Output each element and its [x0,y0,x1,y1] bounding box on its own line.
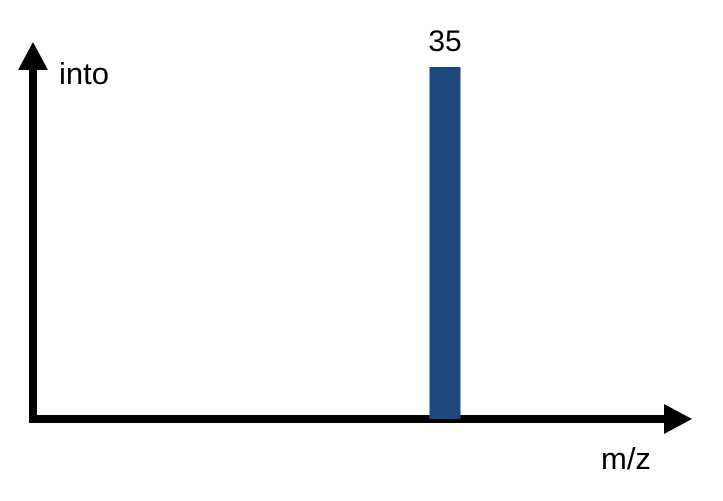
bar-data-label: 35 [428,25,461,58]
plot-area: 35 [18,25,692,434]
bars-group [429,67,461,419]
bar-peak [429,67,461,419]
y-axis-label: into [59,56,109,91]
x-axis-arrowhead [664,404,692,434]
x-axis-label: m/z [601,441,651,476]
bar-labels-group: 35 [428,25,461,58]
y-axis-arrowhead [18,42,48,70]
